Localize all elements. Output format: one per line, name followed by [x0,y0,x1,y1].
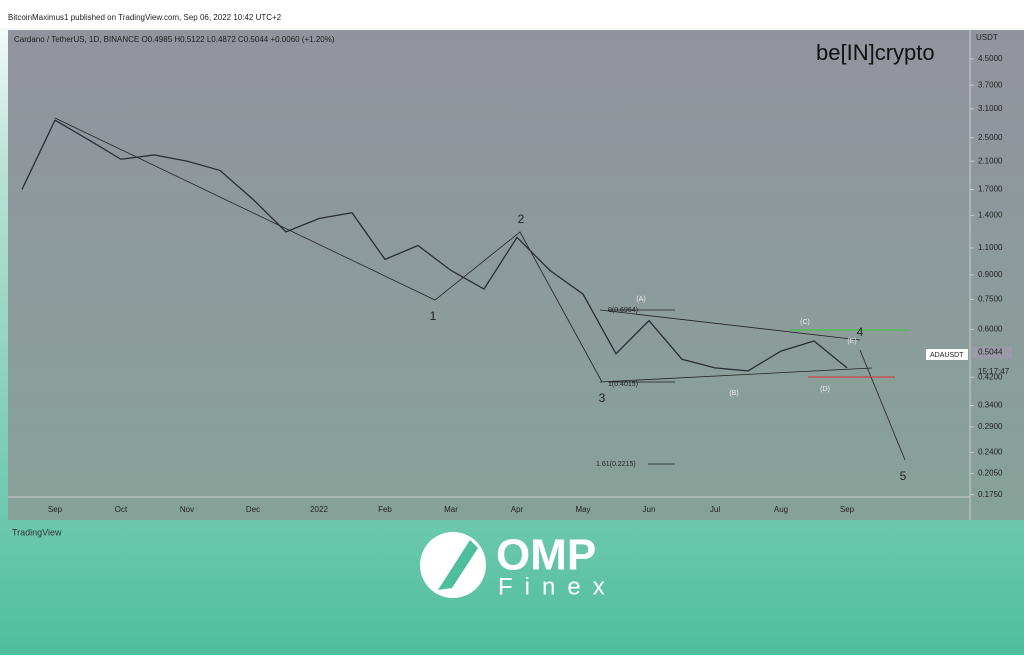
fib-label: 1.61(0.2215) [596,461,636,468]
symbol: ADAUSDT [930,352,964,359]
x-tick-label: Mar [444,505,458,514]
fib-label: 1(0.4015) [608,381,638,388]
wave-label: 4 [857,325,864,339]
omp-logo: OMP Finex [420,531,617,600]
y-tick-label: 2.1000 [978,156,1003,165]
y-tick-label: 1.4000 [978,211,1003,220]
header-bar [0,0,1024,28]
y-tick-label: 0.6000 [978,324,1003,333]
wave-lines [54,117,906,465]
legend-text: Cardano / TetherUS, 1D, BINANCE O0.4985 … [14,35,335,44]
x-tick-label: Nov [180,505,194,514]
symbol-box [926,349,968,360]
y-unit: USDT [976,33,998,42]
footer-brand: TradingView [12,527,62,537]
x-tick-label: Jun [643,505,656,514]
logo-sub: Finex [498,573,617,600]
wave-label: 2 [518,212,525,226]
x-tick-label: Jul [710,505,720,514]
x-tick-label: Dec [246,505,260,514]
fib-label: 0(0.6964) [608,307,638,314]
wave-label: 3 [599,391,606,405]
x-tick-label: Apr [511,505,524,514]
y-tick-label: 3.7000 [978,80,1003,89]
wave-label: (A) [636,296,645,303]
x-tick-label: Sep [840,505,855,514]
y-tick-label: 0.2050 [978,469,1003,478]
chart-panel [8,30,1024,520]
wave-label: (C) [800,319,810,326]
y-tick-label: 1.1000 [978,243,1003,252]
y-tick-label: 4.5000 [978,54,1003,63]
y-tick-label: 1.7000 [978,185,1003,194]
x-tick-label: Feb [378,505,392,514]
logo-name: OMP [496,531,596,580]
logo-mark [420,532,486,598]
y-tick-label: 0.3400 [978,401,1003,410]
y-tick-label: 0.2400 [978,447,1003,456]
price-line [21,119,848,372]
y-tick-label: 0.4200 [978,372,1003,381]
wave-label: 5 [900,469,907,483]
annotations: 1 2 3 4 5 (A) (B) (C) (D) (E) 0(0.6964) 1(0.4015) 1.… [430,212,907,483]
x-tick-label: Sep [48,505,63,514]
y-tick-label: 0.2900 [978,422,1003,431]
wave-label: (D) [820,386,830,393]
y-tick-label: 3.1000 [978,104,1003,113]
wave-label: 1 [430,309,437,323]
x-tick-label: Aug [774,505,788,514]
y-tick-label: 0.9000 [978,270,1003,279]
y-tick-label: 0.7500 [978,294,1003,303]
logo-stroke [438,540,478,590]
countdown: 15:17:47 [978,367,1010,376]
wave-label: (B) [729,390,738,397]
watermark: be[IN]crypto [816,40,935,65]
y-tick-label: 0.1750 [978,490,1003,499]
header: BitcoinMaximus1 published on TradingView… [8,13,282,22]
last-price: 0.5044 [978,348,1003,357]
last-price-box [972,346,1012,359]
x-tick-label: May [575,505,590,514]
wave-label: (E) [847,338,856,345]
y-tick-label: 2.5000 [978,133,1003,142]
x-tick-label: 2022 [310,505,328,514]
x-tick-label: Oct [115,505,128,514]
